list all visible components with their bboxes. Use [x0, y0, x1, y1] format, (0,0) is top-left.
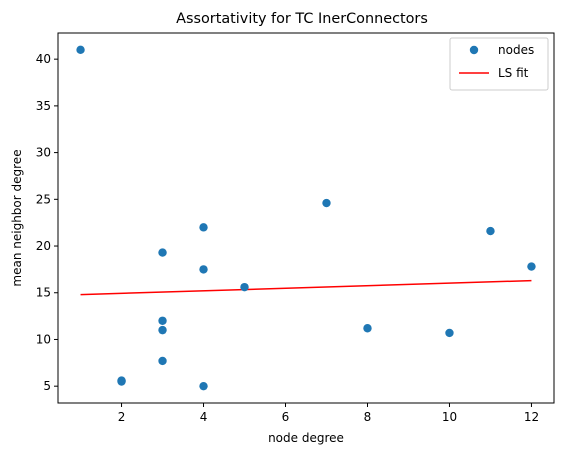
x-tick-label: 12	[524, 410, 539, 424]
data-point	[199, 381, 208, 391]
legend-label-nodes: nodes	[498, 43, 534, 57]
legend: nodes LS fit	[449, 37, 549, 91]
plot-area	[76, 45, 536, 391]
x-tick-label: 6	[282, 410, 290, 424]
y-axis-ticks: 5 10 15 20 25 30 35 40	[36, 52, 58, 393]
data-point	[199, 265, 208, 274]
data-point	[158, 356, 167, 366]
y-axis-label: mean neighbor degree	[10, 149, 24, 286]
data-point	[445, 328, 454, 338]
data-point	[240, 282, 249, 292]
y-tick-label: 25	[36, 192, 51, 206]
y-tick-label: 40	[36, 52, 51, 66]
y-tick-label: 10	[36, 332, 51, 346]
x-axis-ticks: 2 4 6 8 10 12	[118, 403, 539, 424]
y-tick-label: 30	[36, 146, 51, 160]
x-tick-label: 2	[118, 410, 126, 424]
data-point	[158, 316, 167, 325]
x-tick-label: 8	[364, 410, 372, 424]
fit-line	[80, 279, 532, 296]
x-tick-label: 4	[200, 410, 208, 424]
data-point	[486, 226, 495, 236]
plot-frame	[57, 32, 555, 404]
x-tick-label: 10	[442, 410, 457, 424]
data-point	[527, 262, 536, 271]
x-axis-label: node degree	[268, 431, 344, 445]
y-tick-label: 5	[43, 379, 51, 393]
data-point	[158, 248, 167, 257]
chart-title: Assortativity for TC InerConnectors	[176, 11, 428, 27]
y-tick-label: 20	[36, 239, 51, 253]
data-point	[199, 223, 208, 232]
data-point	[117, 376, 126, 385]
data-point	[158, 325, 167, 335]
y-tick-label: 15	[36, 286, 51, 300]
data-point	[363, 324, 372, 333]
data-point	[322, 198, 331, 208]
legend-label-ls-fit: LS fit	[498, 66, 529, 80]
data-point	[76, 45, 85, 55]
y-tick-label: 35	[36, 99, 51, 113]
legend-marker-nodes	[469, 45, 479, 55]
